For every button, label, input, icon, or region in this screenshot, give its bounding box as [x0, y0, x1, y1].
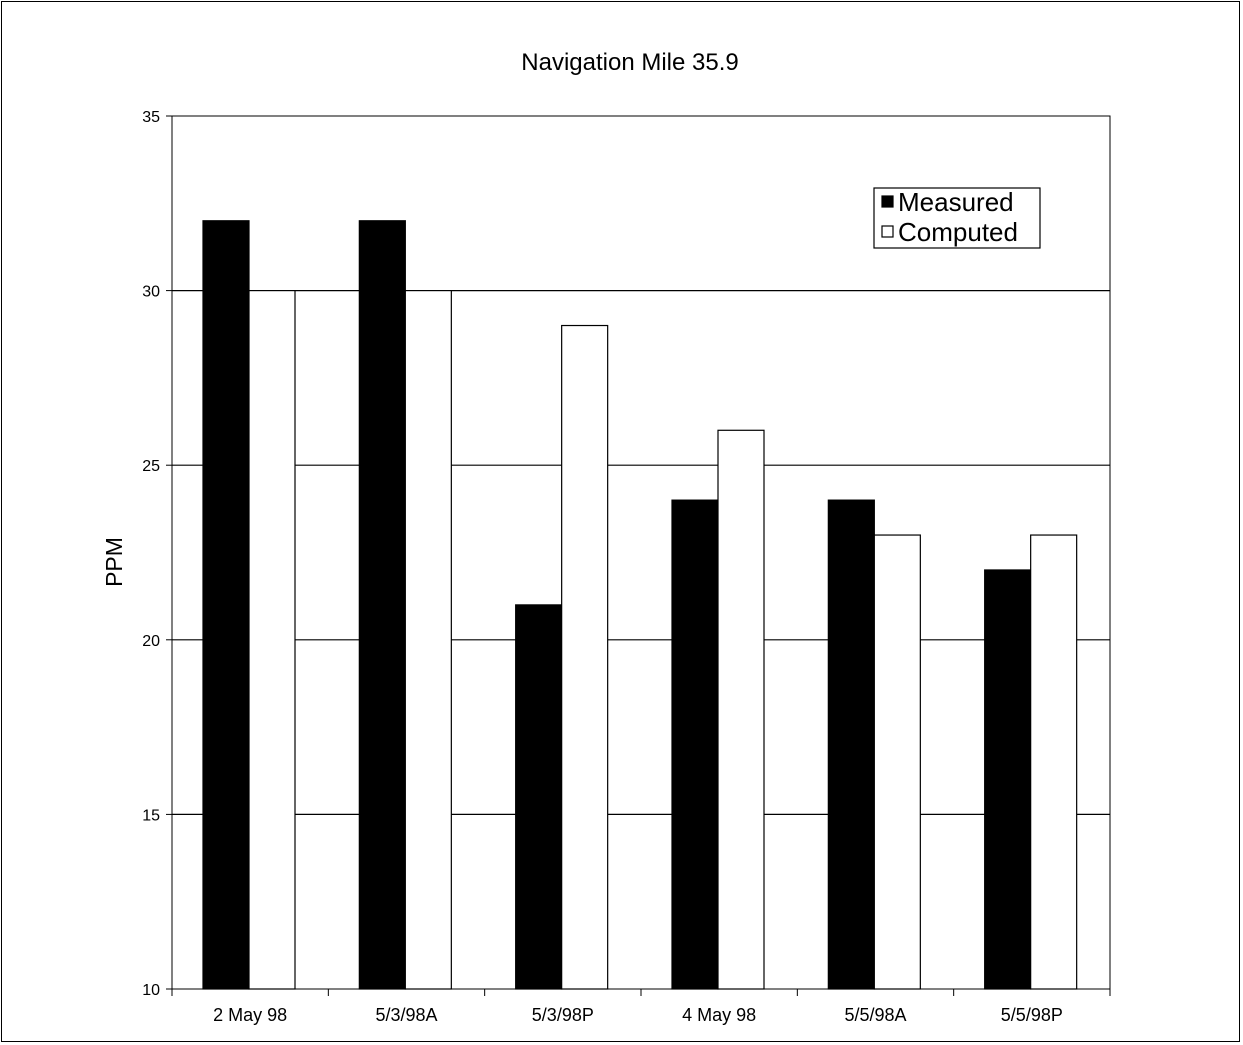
bars: [202, 220, 1078, 990]
legend-box: [873, 187, 1041, 249]
legend-swatch-measured: [881, 195, 894, 208]
bar-measured-4: [671, 499, 719, 990]
bar-computed-4: [717, 429, 765, 990]
bar-computed-1: [248, 290, 296, 990]
y-tick-label: 10: [142, 982, 160, 999]
y-axis: 10 15 20 25 30 35: [142, 109, 172, 999]
y-tick-label: 35: [142, 109, 160, 126]
bar-measured-2: [358, 220, 406, 990]
x-tick-label: 4 May 98: [682, 1005, 756, 1025]
legend-swatch-computed: [881, 225, 894, 238]
bar-measured-3: [515, 604, 563, 990]
gridlines: [172, 290, 1110, 816]
bar-measured-1: [202, 220, 250, 990]
x-tick-label: 5/3/98P: [532, 1005, 594, 1025]
y-tick-label: 20: [142, 633, 160, 650]
y-axis-label: PPM: [101, 537, 127, 587]
x-axis: 2 May 98 5/3/98A 5/3/98P 4 May 98 5/5/98A 5/5…: [171, 989, 1111, 1025]
y-tick-label: 25: [142, 458, 160, 475]
x-tick-label: 5/5/98A: [844, 1005, 906, 1025]
y-tick-label: 15: [142, 807, 160, 824]
x-tick-label: 5/3/98A: [375, 1005, 437, 1025]
y-tick-label: 30: [142, 284, 160, 301]
x-tick-label: 2 May 98: [213, 1005, 287, 1025]
legend-label-measured: Measured: [898, 187, 1014, 217]
chart-title: Navigation Mile 35.9: [521, 49, 738, 76]
bar-computed-6: [1030, 534, 1078, 990]
bar-measured-5: [827, 499, 875, 990]
bar-computed-2: [404, 290, 452, 990]
bar-computed-3: [561, 324, 609, 990]
legend-label-computed: Computed: [898, 217, 1018, 247]
x-tick-label: 5/5/98P: [1001, 1005, 1063, 1025]
bar-computed-5: [873, 534, 921, 990]
bar-measured-6: [984, 569, 1032, 990]
